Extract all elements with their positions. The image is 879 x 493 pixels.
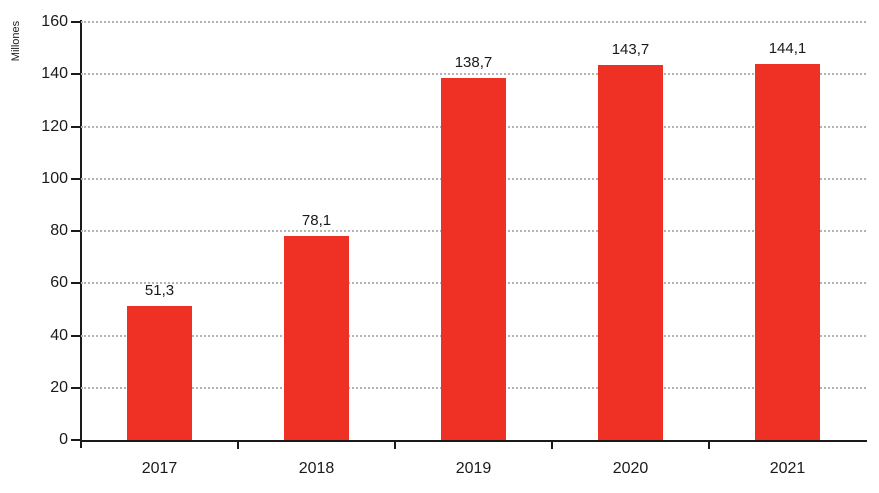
y-tick-label: 140 — [41, 65, 68, 83]
x-tick-mark — [394, 441, 396, 449]
x-axis-line — [80, 440, 867, 442]
y-tick-label: 160 — [41, 13, 68, 30]
x-axis-label: 2021 — [769, 460, 806, 477]
y-tick-label: 40 — [50, 326, 68, 344]
y-tick-mark — [71, 73, 81, 76]
x-tick-mark — [551, 441, 553, 449]
x-tick-mark — [237, 441, 239, 449]
y-tick-mark — [71, 334, 81, 337]
y-tick-label: 60 — [50, 274, 68, 292]
bar-value-label: 144,1 — [768, 39, 807, 57]
y-tick-mark — [71, 439, 81, 441]
y-tick-label: 120 — [41, 117, 68, 135]
y-tick-mark — [71, 177, 81, 180]
x-tick-mark — [708, 441, 710, 449]
y-tick-mark — [71, 125, 81, 128]
bar-2017 — [127, 305, 192, 440]
y-grid-line — [81, 21, 866, 23]
bar-2021 — [755, 63, 820, 440]
y-tick-mark — [71, 230, 81, 232]
y-tick-mark — [71, 386, 81, 389]
bar-2019 — [441, 77, 506, 440]
bar-2018 — [284, 235, 349, 440]
y-grid-line — [81, 73, 866, 76]
x-axis-label: 2019 — [455, 460, 492, 477]
y-tick-mark — [71, 282, 81, 285]
y-tick-label: 20 — [50, 378, 68, 396]
x-axis-label: 2020 — [612, 460, 649, 477]
y-tick-mark — [71, 21, 81, 23]
y-tick-label: 0 — [59, 431, 68, 448]
bar-value-label: 51,3 — [144, 281, 175, 299]
bar-value-label: 138,7 — [454, 53, 493, 71]
bar-value-label: 143,7 — [611, 40, 650, 58]
bar-2020 — [598, 64, 663, 440]
x-axis-label: 2017 — [141, 460, 178, 477]
bar-value-label: 78,1 — [301, 211, 332, 229]
x-axis-label: 2018 — [298, 460, 335, 477]
y-axis-line — [80, 20, 82, 448]
y-tick-label: 80 — [50, 222, 68, 239]
y-tick-label: 100 — [41, 169, 68, 187]
